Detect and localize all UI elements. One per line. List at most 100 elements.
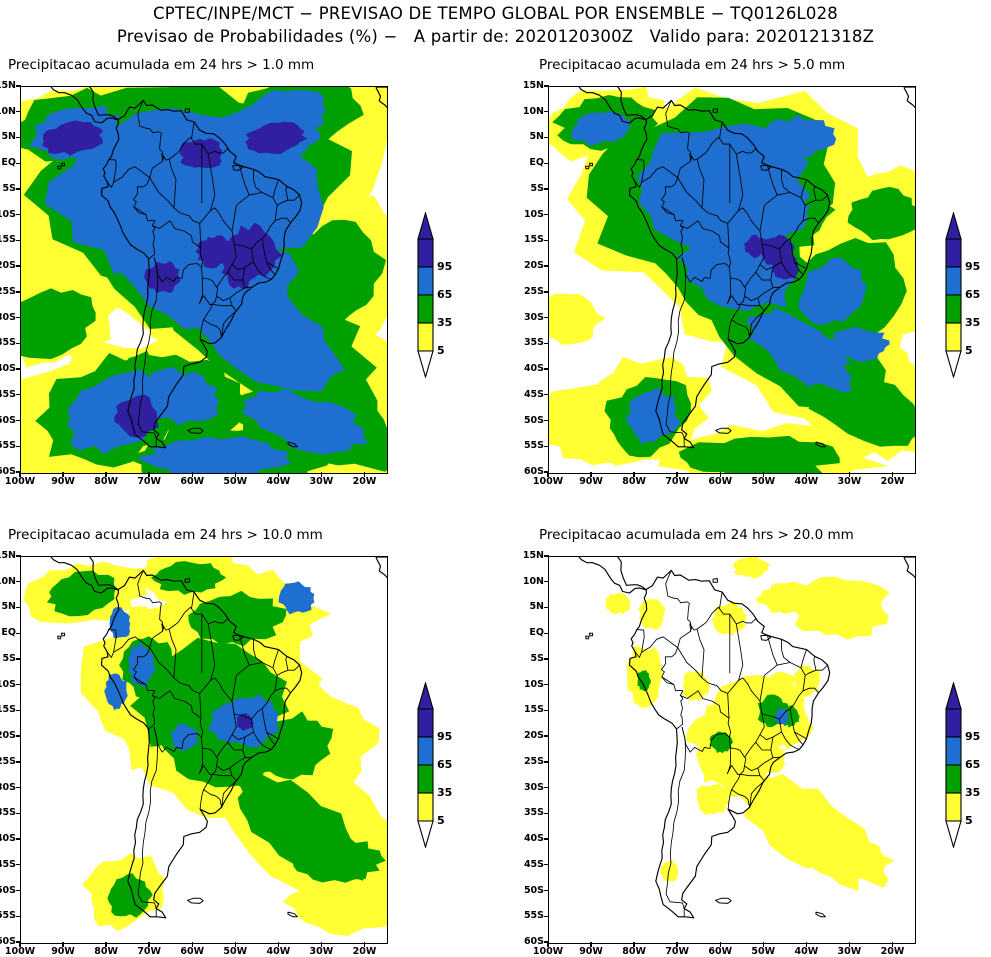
- y-axis-tick-mark: [544, 265, 549, 267]
- colorbar-seg-95: [945, 708, 962, 738]
- x-axis-tick-label: 40W: [266, 946, 291, 957]
- x-axis-tick-mark: [191, 472, 193, 477]
- administrative-border-31: [238, 164, 250, 196]
- colorbar-seg-5: [945, 792, 962, 822]
- x-axis-tick-label: 40W: [266, 476, 291, 487]
- colorbar-arrow-top: [417, 682, 434, 710]
- x-axis-tick-mark: [633, 472, 635, 477]
- administrative-border-35: [285, 655, 289, 671]
- prob-layer-95-p1: [42, 120, 308, 438]
- x-axis-tick-label: 50W: [751, 476, 776, 487]
- administrative-border-0: [137, 99, 195, 162]
- y-axis-tick-mark: [544, 761, 549, 763]
- coastline-west-africa: [903, 87, 915, 109]
- administrative-border-22: [221, 310, 237, 339]
- colorbar-label-35: 35: [437, 316, 453, 329]
- administrative-border-34: [696, 158, 705, 209]
- coastline-galapagos-1: [585, 635, 590, 640]
- coastline-south-america: [628, 569, 831, 919]
- coastline-falklands: [187, 427, 204, 434]
- x-axis-tick-label: 60W: [180, 476, 205, 487]
- y-axis-tick-mark: [16, 445, 21, 447]
- y-axis-tick-label: 55S: [0, 440, 16, 452]
- x-axis-tick-label: 60W: [180, 946, 205, 957]
- x-axis-tick-mark: [762, 472, 764, 477]
- administrative-border-37: [108, 629, 117, 653]
- y-axis-tick-mark: [16, 761, 21, 763]
- x-axis-tick-mark: [676, 942, 678, 947]
- administrative-border-3: [148, 700, 155, 730]
- administrative-border-21: [211, 303, 233, 307]
- colorbar-seg-95: [417, 708, 434, 738]
- coastline-central-america: [50, 87, 119, 124]
- administrative-border-4: [679, 690, 732, 738]
- administrative-border-30: [759, 662, 791, 702]
- colorbar-arrow-bottom: [417, 820, 434, 848]
- y-axis-tick-label: 60S: [523, 936, 544, 947]
- y-axis-tick-label: 10N: [522, 575, 544, 587]
- coastline-west-africa: [903, 557, 915, 579]
- administrative-border-10: [661, 676, 675, 686]
- y-axis-tick-mark: [16, 316, 21, 319]
- colorbar-label-65: 65: [965, 288, 981, 301]
- administrative-border-22: [749, 780, 765, 809]
- x-axis-tick-mark: [891, 472, 894, 477]
- administrative-border-31: [238, 634, 250, 666]
- map-canvas-p4: [578, 557, 915, 919]
- x-axis-tick-label: 70W: [137, 946, 162, 957]
- y-axis-tick-mark: [544, 555, 549, 557]
- map-plot-p4: [548, 556, 916, 944]
- y-axis-tick-label: 45S: [0, 388, 16, 400]
- y-axis-tick-mark: [544, 394, 549, 396]
- geography-layer-p2: [578, 87, 915, 449]
- coastline-galapagos-0: [589, 632, 593, 637]
- coastline-central-america: [50, 557, 119, 594]
- y-axis-tick-label: 30S: [0, 311, 16, 323]
- administrative-border-37: [108, 159, 117, 183]
- administrative-border-15: [250, 248, 272, 280]
- administrative-border-17: [242, 736, 253, 759]
- administrative-border-26: [286, 217, 291, 224]
- administrative-border-31: [766, 634, 778, 666]
- y-axis-tick-mark: [16, 864, 21, 866]
- y-axis-tick-mark: [544, 316, 549, 319]
- coastline-trinidad: [184, 578, 190, 583]
- y-axis-tick-label: 50S: [523, 884, 544, 896]
- administrative-border-35: [285, 185, 289, 201]
- coastline-south-america: [100, 569, 303, 919]
- colorbar-p3: [417, 682, 434, 848]
- coastline-trinidad: [712, 108, 718, 113]
- geography-layer-p4: [578, 557, 915, 919]
- y-axis-tick-label: 10S: [523, 208, 544, 220]
- y-axis-tick-mark: [544, 342, 549, 345]
- colorbar-arrow-top: [945, 212, 962, 240]
- x-axis-tick-label: 90W: [51, 946, 75, 957]
- administrative-border-6: [198, 266, 219, 306]
- y-axis-tick-mark: [544, 239, 549, 242]
- y-axis-tick-label: 5N: [529, 131, 544, 143]
- y-axis-tick-label: 40S: [523, 833, 544, 845]
- coastline-trinidad: [712, 578, 718, 583]
- y-axis-tick-mark: [544, 606, 549, 609]
- coastline-galapagos-1: [57, 165, 62, 170]
- administrative-border-15: [778, 718, 800, 750]
- coastline-galapagos-1: [57, 635, 62, 640]
- administrative-border-15: [250, 718, 272, 750]
- y-axis-tick-mark: [544, 85, 549, 87]
- map-canvas-p1: [21, 87, 387, 473]
- coastline-west-africa: [375, 557, 387, 579]
- administrative-border-0: [137, 569, 195, 632]
- colorbar-seg-95: [417, 238, 434, 268]
- header-title-line1: CPTEC/INPE/MCT − PREVISAO DE TEMPO GLOBA…: [152, 4, 839, 23]
- coastline-south-georgia: [287, 441, 298, 448]
- x-axis-tick-label: 50W: [751, 946, 776, 957]
- y-axis-tick-label: 10S: [0, 678, 16, 690]
- y-axis-tick-label: 20S: [523, 260, 544, 272]
- colorbar-label-65: 65: [437, 758, 453, 771]
- y-axis-tick-label: 30S: [523, 311, 544, 323]
- administrative-border-3: [148, 230, 155, 260]
- administrative-border-17: [770, 266, 781, 289]
- colorbar-seg-65: [417, 266, 434, 296]
- colorbar-seg-65: [945, 736, 962, 766]
- administrative-border-36: [106, 166, 151, 188]
